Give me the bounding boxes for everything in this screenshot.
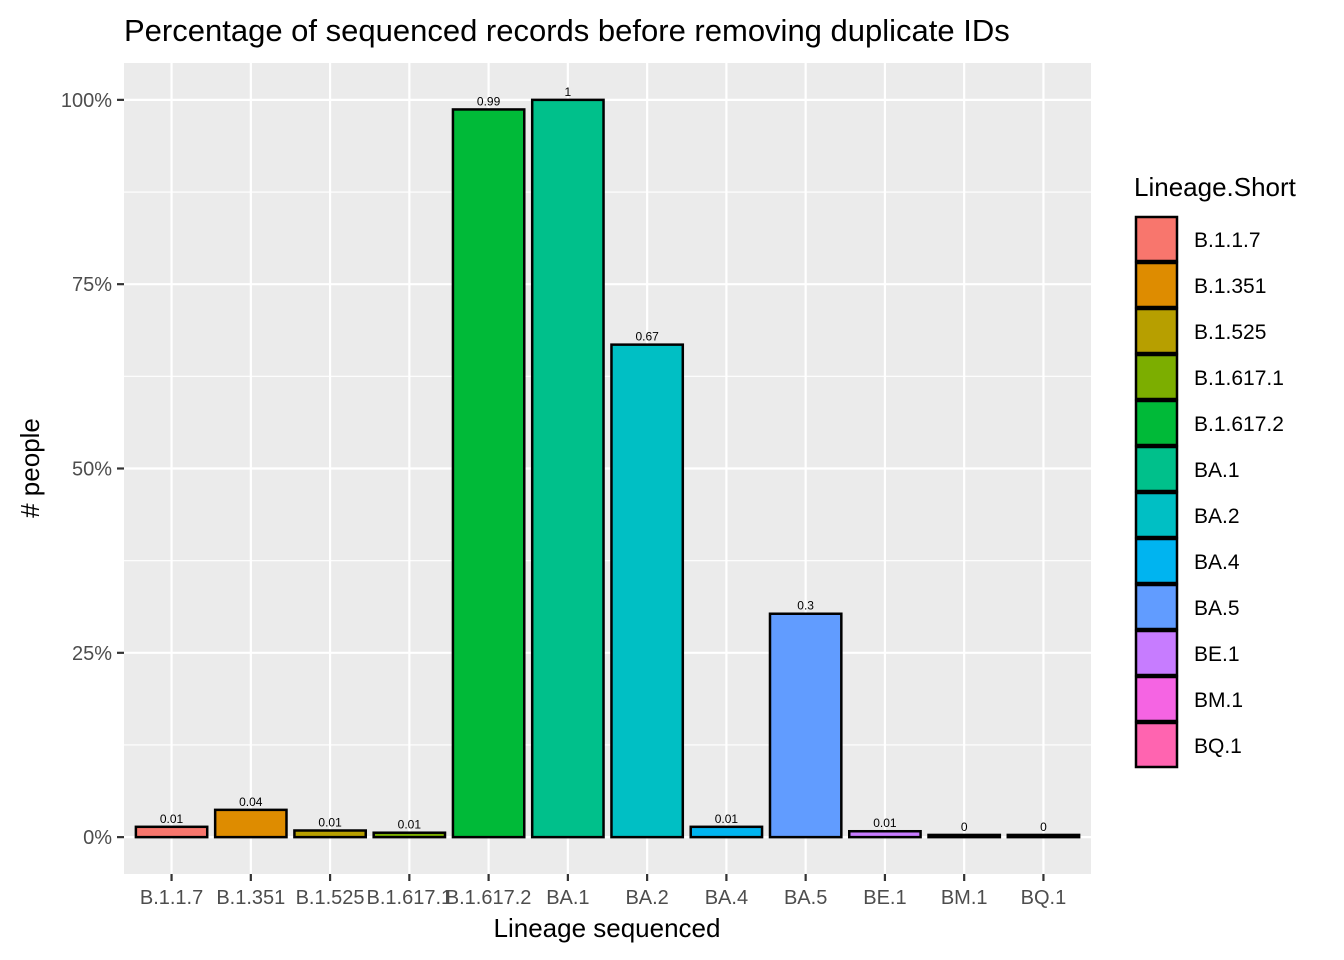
legend-label: B.1.617.2 bbox=[1194, 413, 1284, 436]
legend-key bbox=[1134, 399, 1179, 447]
bar-bm-1 bbox=[927, 833, 1002, 839]
x-tick-label: B.1.1.7 bbox=[140, 887, 203, 909]
data-label: 0.01 bbox=[715, 812, 739, 826]
x-tick-label: BA.1 bbox=[546, 887, 589, 909]
legend-title: Lineage.Short bbox=[1134, 172, 1297, 202]
x-axis-title: Lineage sequenced bbox=[494, 913, 721, 943]
bar-b-1-617-2 bbox=[451, 108, 526, 839]
legend-key bbox=[1134, 215, 1179, 263]
bar-ba-5 bbox=[768, 612, 843, 839]
legend-label: BM.1 bbox=[1194, 689, 1243, 712]
legend-key bbox=[1134, 307, 1179, 355]
legend: Lineage.Short B.1.1.7 B.1.351 B.1.525 B.1.6… bbox=[1134, 172, 1297, 769]
y-tick-label: 0% bbox=[83, 827, 112, 849]
bar-b-1-1-7 bbox=[134, 825, 209, 839]
data-label: 0 bbox=[961, 820, 968, 834]
legend-label: BA.4 bbox=[1194, 551, 1240, 574]
y-axis: 0% 25% 50% 75% 100% bbox=[61, 90, 124, 849]
bar-bq-1 bbox=[1006, 833, 1081, 839]
y-tick-label: 100% bbox=[61, 90, 112, 112]
legend-key bbox=[1134, 675, 1179, 723]
x-tick-label: BE.1 bbox=[863, 887, 906, 909]
legend-label: B.1.1.7 bbox=[1194, 229, 1261, 252]
legend-label: B.1.617.1 bbox=[1194, 367, 1284, 390]
x-tick-label: BA.4 bbox=[705, 887, 748, 909]
legend-label: BA.5 bbox=[1194, 597, 1240, 620]
legend-label: BE.1 bbox=[1194, 643, 1240, 666]
x-axis: B.1.1.7 B.1.351 B.1.525 B.1.617.1B.1.617.2 B… bbox=[140, 874, 1066, 909]
x-tick-label: B.1.617.1 bbox=[367, 887, 453, 909]
data-label: 0.04 bbox=[239, 795, 263, 809]
bar-b-1-617-1 bbox=[372, 831, 447, 839]
legend-label: B.1.351 bbox=[1194, 275, 1266, 298]
legend-key bbox=[1134, 721, 1179, 769]
x-tick-label: B.1.617.2 bbox=[446, 887, 532, 909]
y-tick-label: 25% bbox=[72, 643, 112, 665]
data-labels: 0.01 0.04 0.01 0.01 0.99 1 0.67 0.01 0.3 0.01 0 0 bbox=[160, 85, 1047, 834]
y-tick-label: 50% bbox=[72, 459, 112, 481]
bar-ba-4 bbox=[689, 825, 764, 839]
y-tick-label: 75% bbox=[72, 274, 112, 296]
legend-label: BA.2 bbox=[1194, 505, 1240, 528]
data-label: 0.01 bbox=[398, 818, 422, 832]
chart-title: Percentage of sequenced records before r… bbox=[124, 13, 1010, 48]
x-tick-label: BM.1 bbox=[941, 887, 988, 909]
x-tick-label: BA.5 bbox=[784, 887, 827, 909]
legend-key bbox=[1134, 537, 1179, 585]
x-tick-label: B.1.525 bbox=[296, 887, 365, 909]
legend-key bbox=[1134, 491, 1179, 539]
x-tick-label: BQ.1 bbox=[1021, 887, 1067, 909]
bar-be-1 bbox=[848, 829, 922, 839]
legend-label: BQ.1 bbox=[1194, 735, 1242, 758]
legend-label: BA.1 bbox=[1194, 459, 1240, 482]
legend-key bbox=[1134, 261, 1179, 309]
bars bbox=[134, 98, 1081, 839]
x-tick-label: B.1.351 bbox=[216, 887, 285, 909]
data-label: 0.67 bbox=[635, 330, 659, 344]
legend-key bbox=[1134, 629, 1179, 677]
data-label: 0.99 bbox=[477, 94, 501, 108]
data-label: 0.01 bbox=[318, 816, 342, 830]
data-label: 1 bbox=[565, 85, 572, 99]
data-label: 0.3 bbox=[797, 599, 814, 613]
data-label: 0.01 bbox=[160, 812, 184, 826]
data-label: 0.01 bbox=[873, 816, 897, 830]
y-axis-title: # people bbox=[15, 418, 45, 518]
legend-key bbox=[1134, 445, 1179, 493]
legend-label: B.1.525 bbox=[1194, 321, 1266, 344]
bar-b-1-351 bbox=[213, 808, 288, 839]
legend-key bbox=[1134, 353, 1179, 401]
bar-ba-1 bbox=[530, 98, 605, 839]
legend-key bbox=[1134, 583, 1179, 631]
bar-b-1-525 bbox=[293, 829, 368, 839]
bar-ba-2 bbox=[610, 343, 685, 839]
data-label: 0 bbox=[1040, 820, 1047, 834]
x-tick-label: BA.2 bbox=[625, 887, 668, 909]
